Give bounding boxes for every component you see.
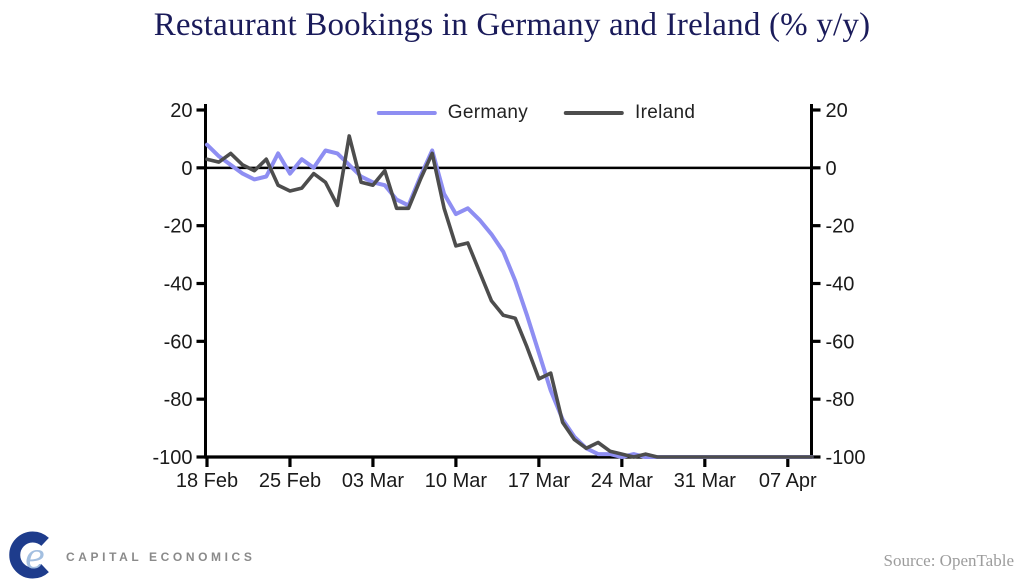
y-tick-label-left: -20 (164, 216, 193, 238)
legend-label-ireland: Ireland (635, 102, 696, 123)
x-tick-label: 03 Mar (342, 470, 405, 492)
ireland-line (205, 134, 814, 459)
y-tick-label-left: 0 (181, 158, 192, 180)
y-tick-label-right: -60 (826, 331, 855, 353)
chart-legend: Germany Ireland (376, 102, 695, 124)
y-tick-label-left: -60 (164, 331, 193, 353)
x-tick-label: 24 Mar (591, 470, 654, 492)
logo-wordmark: CAPITAL ECONOMICS (66, 550, 255, 564)
y-tick-label-left: -80 (164, 389, 193, 411)
x-tick-label: 18 Feb (176, 470, 238, 492)
y-tick-label-left: -100 (152, 447, 192, 469)
x-tick-label: 07 Apr (759, 470, 817, 492)
x-tick-label: 17 Mar (508, 470, 571, 492)
ireland-line-swatch (564, 111, 625, 115)
legend-label-germany: Germany (447, 102, 529, 123)
logo-e-mark: e (25, 537, 45, 577)
x-tick-label: 31 Mar (674, 470, 737, 492)
logo-c-mark (9, 531, 49, 579)
y-tick-label-right: 20 (826, 100, 848, 122)
chart-title: Restaurant Bookings in Germany and Irela… (153, 7, 871, 43)
y-tick-label-right: -80 (826, 389, 855, 411)
y-tick-label-left: 20 (170, 100, 192, 122)
y-tick-label-right: -40 (826, 274, 855, 296)
x-tick-label: 25 Feb (259, 470, 321, 492)
capital-economics-logo: e CAPITAL ECONOMICS (9, 531, 255, 579)
source-note: Source: OpenTable (883, 551, 1014, 570)
legend-item-ireland: Ireland (564, 102, 695, 124)
germany-line-swatch (376, 111, 437, 115)
y-tick-label-left: -40 (164, 274, 193, 296)
x-tick-label: 10 Mar (425, 470, 488, 492)
legend-item-germany: Germany (376, 102, 529, 124)
y-tick-label-right: -20 (826, 216, 855, 238)
germany-line (205, 142, 814, 459)
y-tick-label-right: 0 (826, 158, 837, 180)
y-tick-label-right: -100 (826, 447, 866, 469)
